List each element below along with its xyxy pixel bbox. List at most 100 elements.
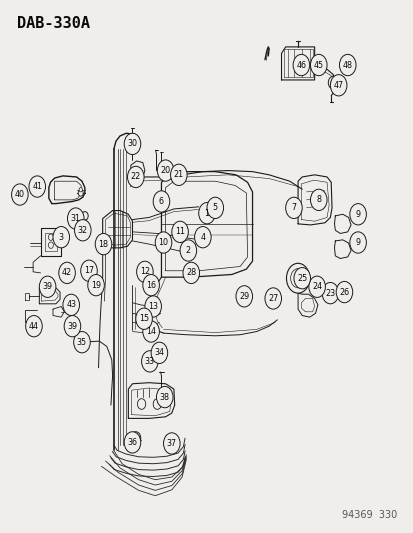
Text: 19: 19	[91, 281, 101, 289]
Circle shape	[53, 227, 69, 248]
Circle shape	[157, 160, 173, 181]
Circle shape	[308, 276, 325, 297]
Circle shape	[349, 204, 366, 225]
Circle shape	[64, 316, 81, 337]
Circle shape	[124, 133, 140, 155]
Circle shape	[183, 262, 199, 284]
Circle shape	[81, 212, 88, 220]
Circle shape	[82, 223, 87, 230]
Circle shape	[339, 54, 355, 76]
Text: 44: 44	[29, 322, 39, 330]
Circle shape	[292, 54, 309, 76]
Circle shape	[321, 282, 338, 304]
Circle shape	[264, 288, 281, 309]
Text: 14: 14	[146, 327, 156, 336]
Text: 17: 17	[84, 266, 94, 275]
Text: 12: 12	[140, 268, 150, 276]
Circle shape	[153, 191, 169, 212]
Text: 38: 38	[159, 393, 169, 401]
Circle shape	[142, 321, 159, 342]
Circle shape	[131, 432, 140, 445]
Circle shape	[180, 240, 196, 261]
Circle shape	[136, 261, 153, 282]
Circle shape	[127, 166, 144, 188]
Circle shape	[12, 184, 28, 205]
Text: 13: 13	[148, 302, 158, 311]
Text: 27: 27	[268, 294, 278, 303]
Text: 9: 9	[355, 238, 360, 247]
Text: 8: 8	[316, 196, 320, 204]
Text: 9: 9	[355, 210, 360, 219]
Circle shape	[145, 296, 161, 317]
Text: 48: 48	[342, 61, 352, 69]
Text: 42: 42	[62, 269, 72, 277]
Circle shape	[48, 242, 53, 248]
Circle shape	[67, 208, 84, 229]
Text: 41: 41	[32, 182, 42, 191]
Text: 21: 21	[173, 171, 183, 179]
Text: 23: 23	[325, 289, 335, 297]
Text: 25: 25	[297, 274, 306, 282]
Circle shape	[26, 316, 42, 337]
Text: 33: 33	[145, 357, 154, 366]
Text: 36: 36	[127, 438, 137, 447]
Circle shape	[235, 286, 252, 307]
Circle shape	[39, 276, 56, 297]
Text: 6: 6	[159, 197, 164, 206]
Circle shape	[155, 232, 171, 253]
Circle shape	[171, 221, 188, 243]
Circle shape	[133, 435, 138, 441]
Circle shape	[78, 190, 83, 196]
Text: 39: 39	[43, 282, 52, 291]
Circle shape	[335, 281, 352, 303]
Circle shape	[330, 79, 335, 86]
Text: 31: 31	[71, 214, 81, 223]
Circle shape	[59, 262, 75, 284]
Text: 45: 45	[313, 61, 323, 69]
Text: 24: 24	[311, 282, 321, 291]
Circle shape	[142, 274, 159, 296]
Text: 20: 20	[160, 166, 170, 175]
Circle shape	[74, 332, 90, 353]
Text: 15: 15	[139, 314, 149, 323]
Text: 2: 2	[185, 246, 190, 255]
Circle shape	[124, 432, 140, 453]
Circle shape	[151, 342, 167, 364]
Circle shape	[293, 268, 310, 289]
Circle shape	[285, 197, 301, 219]
Text: DAB-330A: DAB-330A	[17, 16, 89, 31]
Text: 18: 18	[98, 240, 108, 248]
Text: 43: 43	[66, 301, 76, 309]
Circle shape	[310, 189, 326, 211]
Text: 35: 35	[77, 338, 87, 346]
Text: 37: 37	[166, 439, 176, 448]
Circle shape	[88, 274, 104, 296]
Text: 11: 11	[175, 228, 185, 236]
Circle shape	[137, 399, 145, 409]
Circle shape	[135, 308, 152, 329]
Text: 28: 28	[186, 269, 196, 277]
Text: 1: 1	[204, 209, 209, 217]
Circle shape	[310, 54, 326, 76]
Circle shape	[349, 232, 366, 253]
Text: 3: 3	[59, 233, 64, 241]
Text: 47: 47	[333, 81, 343, 90]
Circle shape	[95, 233, 112, 255]
Circle shape	[153, 399, 161, 409]
Text: 26: 26	[339, 288, 349, 296]
Circle shape	[163, 433, 180, 454]
Circle shape	[170, 435, 177, 443]
Text: 39: 39	[67, 322, 77, 330]
Text: 32: 32	[78, 226, 88, 235]
Text: 29: 29	[239, 292, 249, 301]
Text: 7: 7	[291, 204, 296, 212]
Text: 30: 30	[127, 140, 137, 148]
Text: 94369  330: 94369 330	[342, 510, 396, 520]
Text: 4: 4	[200, 233, 205, 241]
Circle shape	[79, 188, 82, 192]
Circle shape	[206, 197, 223, 219]
Circle shape	[170, 164, 187, 185]
Circle shape	[330, 75, 346, 96]
Circle shape	[81, 260, 97, 281]
Circle shape	[194, 227, 211, 248]
